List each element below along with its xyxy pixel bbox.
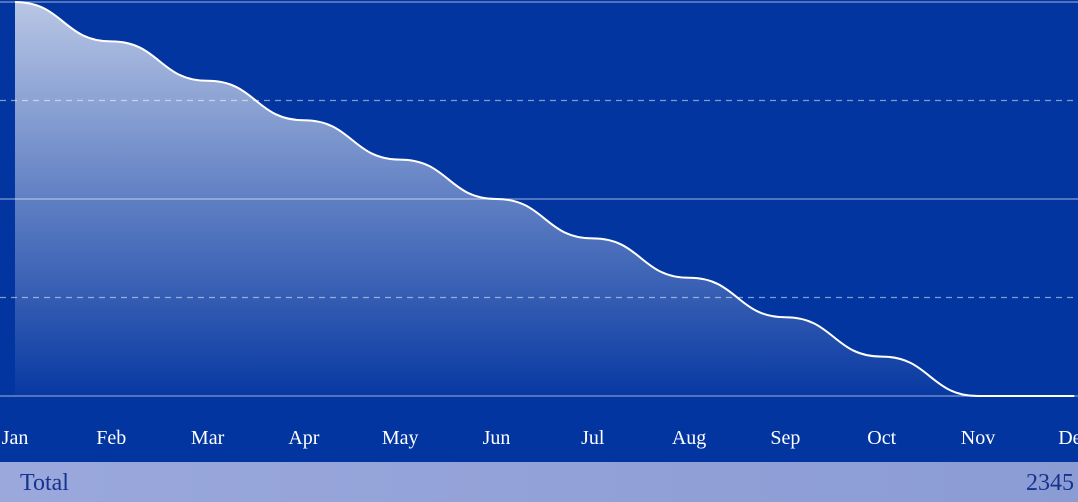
x-tick-label: Feb [96, 427, 126, 449]
footer-label: Total [20, 470, 69, 496]
x-tick-label: Sep [770, 427, 800, 449]
x-axis: Jan Feb Mar Apr May Jun Jul Aug Sep Oct Nov Dec [2, 427, 1078, 449]
x-tick-label: Jul [581, 427, 605, 449]
x-tick-label: Apr [288, 427, 319, 449]
x-tick-label: Oct [867, 427, 896, 449]
footer-bar [0, 462, 1078, 502]
x-tick-label: Aug [672, 427, 706, 449]
x-tick-label: Dec [1058, 427, 1078, 449]
x-tick-label: May [382, 427, 419, 449]
x-tick-label: Jan [2, 427, 29, 449]
area [15, 2, 1075, 396]
x-tick-label: Nov [961, 427, 995, 449]
x-tick-label: Jun [483, 427, 511, 449]
footer-value: 2345 [1026, 470, 1074, 496]
x-tick-label: Mar [191, 427, 225, 449]
plot [14, 1, 1075, 398]
line [14, 1, 1075, 398]
